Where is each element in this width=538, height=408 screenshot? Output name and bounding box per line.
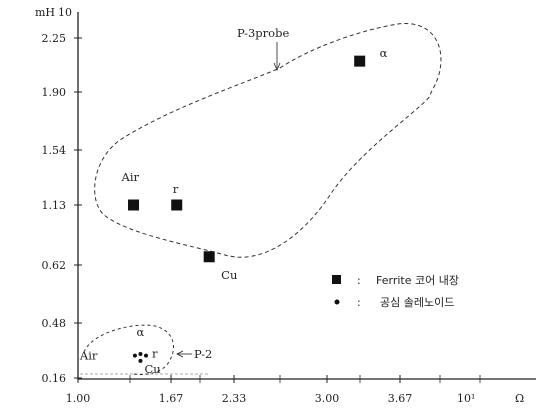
ferrite-point bbox=[128, 199, 140, 211]
solenoid-point-label: Cu bbox=[144, 362, 160, 376]
x-tick-label: 1.00 bbox=[66, 392, 91, 405]
annotation-p2-arrowhead bbox=[176, 350, 184, 358]
ferrite-point-label: Cu bbox=[221, 268, 237, 282]
annotation-p3probe: P-3probe bbox=[237, 26, 289, 40]
y-tick-label: 1.90 bbox=[42, 86, 67, 99]
legend-square-marker bbox=[332, 275, 341, 284]
p2-boundary bbox=[83, 324, 174, 375]
ferrite-point-label: Air bbox=[121, 170, 140, 184]
y-tick-label: 1.54 bbox=[42, 144, 67, 157]
solenoid-point-label: α bbox=[136, 325, 144, 339]
y-tick-label: 0.62 bbox=[42, 259, 67, 272]
solenoid-point bbox=[138, 358, 143, 363]
y-exponent-label: 10 bbox=[58, 6, 72, 19]
y-tick-label: 0.16 bbox=[42, 372, 67, 385]
ferrite-point bbox=[171, 199, 183, 211]
legend-dot-marker bbox=[334, 299, 340, 305]
x-tick-label: 3.67 bbox=[388, 392, 413, 405]
solenoid-point bbox=[132, 353, 137, 358]
y-unit-label: mH bbox=[35, 6, 55, 19]
p3-probe-boundary bbox=[94, 23, 442, 258]
legend-label-solenoid: 공심 솔레노이드 bbox=[380, 296, 454, 309]
y-tick-label: 2.25 bbox=[42, 32, 67, 45]
ferrite-point-label: r bbox=[173, 182, 179, 196]
solenoid-point-label: r bbox=[152, 347, 158, 361]
x-exponent-label: 10¹ bbox=[457, 392, 475, 405]
solenoid-point bbox=[144, 353, 149, 358]
x-tick-label: 3.00 bbox=[315, 392, 340, 405]
legend-label-ferrite: Ferrite 코어 내장 bbox=[376, 274, 459, 287]
ferrite-point bbox=[203, 251, 215, 263]
legend-colon-1: : bbox=[357, 274, 361, 287]
x-tick-label: 1.67 bbox=[159, 392, 184, 405]
ferrite-point-label: α bbox=[380, 46, 388, 60]
legend: : Ferrite 코어 내장 : 공심 솔레노이드 bbox=[332, 274, 459, 309]
x-tick-label: 2.33 bbox=[222, 392, 247, 405]
annotation-p2: P-2 bbox=[194, 347, 212, 361]
solenoid-point bbox=[138, 351, 143, 356]
solenoid-point-label: Air bbox=[79, 349, 98, 363]
y-tick-label: 1.13 bbox=[42, 199, 67, 212]
x-unit-label: Ω bbox=[515, 392, 524, 405]
legend-colon-2: : bbox=[357, 296, 361, 309]
ferrite-point bbox=[354, 55, 366, 67]
annotation-p3probe-arrowhead bbox=[273, 62, 281, 72]
y-tick-label: 0.48 bbox=[42, 317, 67, 330]
